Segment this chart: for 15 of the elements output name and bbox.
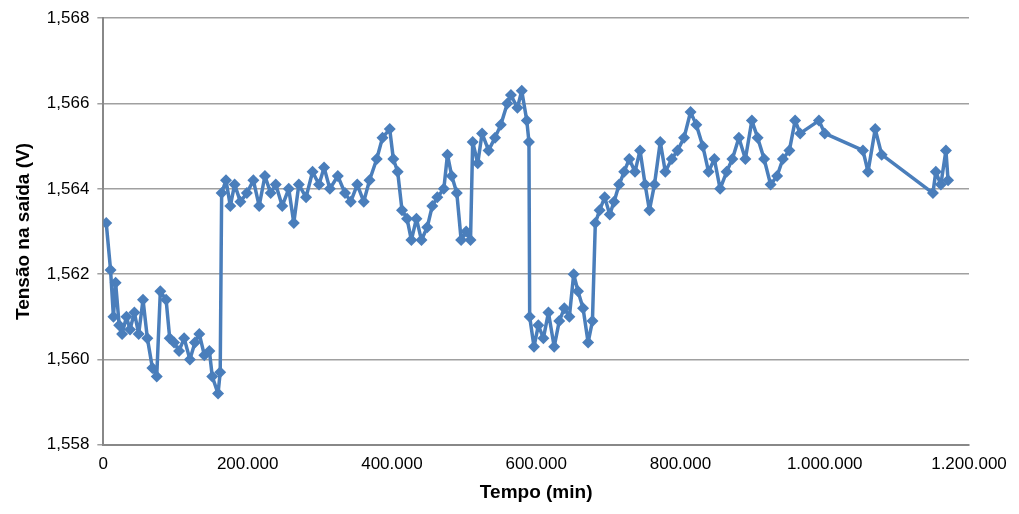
y-axis-title: Tensão na saída (V) — [11, 142, 33, 321]
y-tick-label: 1,558 — [46, 434, 90, 454]
y-tick-label: 1,566 — [46, 93, 90, 113]
x-tick-label: 400.000 — [361, 453, 423, 473]
x-tick-label: 800.000 — [649, 453, 712, 473]
y-tick-label: 1,564 — [46, 178, 90, 198]
x-tick-label: 1.000.000 — [786, 453, 863, 473]
x-tick-label: 200.000 — [216, 453, 279, 473]
y-tick-label: 1,568 — [46, 7, 90, 27]
y-tick-label: 1,560 — [46, 349, 90, 369]
x-tick-label: 0 — [98, 453, 109, 473]
x-axis-title: Tempo (min) — [479, 480, 593, 502]
y-tick-label: 1,562 — [46, 263, 90, 283]
x-tick-label: 600.000 — [505, 453, 567, 473]
x-tick-label: 1.200.000 — [931, 453, 1007, 473]
